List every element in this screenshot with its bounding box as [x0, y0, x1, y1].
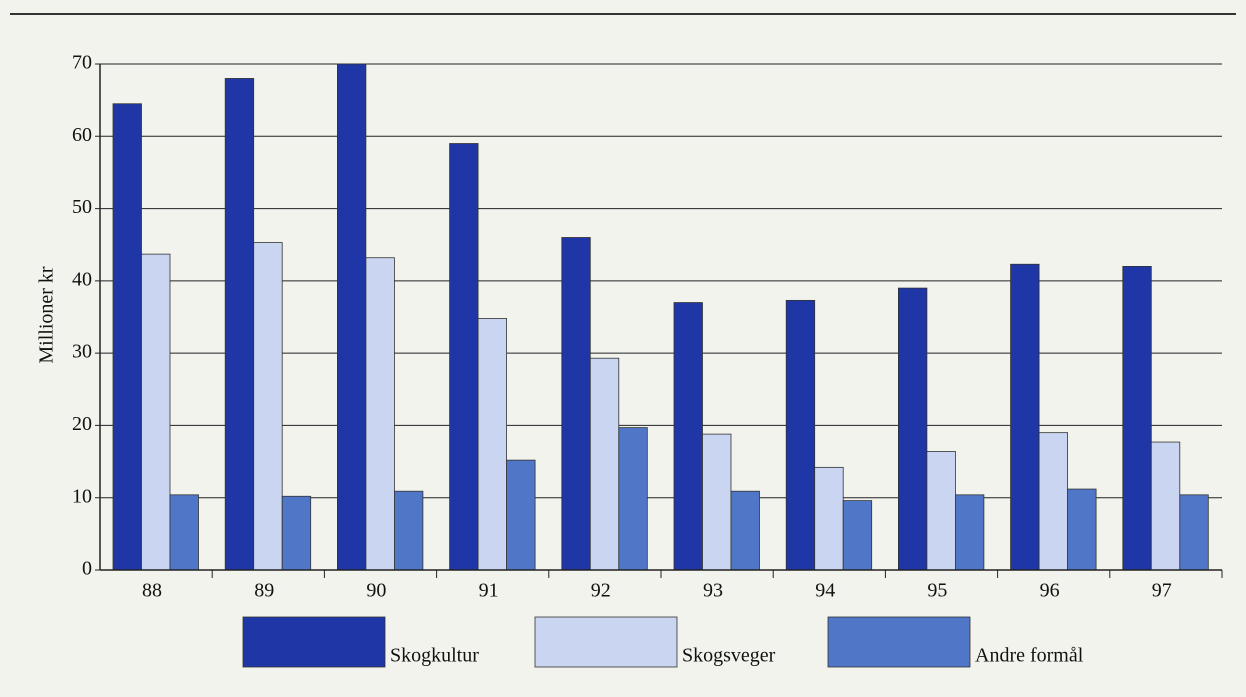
- bar: [281, 495, 312, 571]
- y-axis-label: Millioner kr: [36, 266, 58, 364]
- legend-label: Andre formål: [975, 645, 1084, 667]
- bar: [589, 357, 620, 571]
- bar: [730, 490, 760, 571]
- bar: [618, 427, 648, 571]
- y-tick-label: 10: [72, 485, 92, 507]
- bar: [336, 63, 367, 571]
- legend-label: Skogsveger: [682, 645, 776, 667]
- y-tick-label: 0: [82, 558, 92, 580]
- bar: [926, 451, 956, 571]
- y-tick-label: 30: [72, 341, 92, 363]
- bar: [1122, 265, 1152, 571]
- y-tick-label: 40: [72, 268, 92, 290]
- bar: [506, 459, 536, 571]
- legend-swatch: [827, 616, 971, 668]
- bar: [702, 433, 732, 571]
- legend-swatch: [242, 616, 386, 668]
- bar: [785, 299, 816, 571]
- bar: [1179, 494, 1209, 571]
- bar: [224, 78, 255, 571]
- x-tick-label: 96: [1040, 580, 1060, 602]
- bar: [673, 302, 703, 571]
- x-tick-label: 88: [142, 580, 162, 602]
- x-tick-label: 94: [815, 580, 835, 602]
- y-tick-label: 50: [72, 196, 92, 218]
- bar: [393, 490, 424, 571]
- bar: [169, 494, 199, 571]
- x-tick-label: 93: [703, 580, 723, 602]
- bar: [1038, 432, 1068, 571]
- bar: [253, 242, 283, 571]
- legend-swatch: [534, 616, 678, 668]
- bar: [1010, 263, 1040, 571]
- x-tick-label: 95: [927, 580, 947, 602]
- x-tick-label: 92: [591, 580, 611, 602]
- bar: [814, 466, 844, 571]
- bar: [1150, 441, 1181, 571]
- y-tick-label: 70: [72, 52, 92, 74]
- y-tick-label: 60: [72, 124, 92, 146]
- y-tick-label: 20: [72, 413, 92, 435]
- bar: [449, 143, 479, 571]
- bar: [141, 253, 171, 571]
- bar: [1067, 488, 1097, 571]
- bar: [561, 237, 591, 571]
- bar: [955, 494, 985, 571]
- x-tick-label: 97: [1152, 580, 1172, 602]
- bar: [898, 287, 928, 571]
- bar: [365, 257, 395, 571]
- bar: [477, 318, 508, 571]
- x-tick-label: 89: [254, 580, 274, 602]
- bar: [842, 500, 873, 571]
- legend-label: Skogkultur: [390, 645, 479, 667]
- x-tick-label: 91: [479, 580, 499, 602]
- bar: [112, 103, 142, 571]
- x-tick-label: 90: [366, 580, 386, 602]
